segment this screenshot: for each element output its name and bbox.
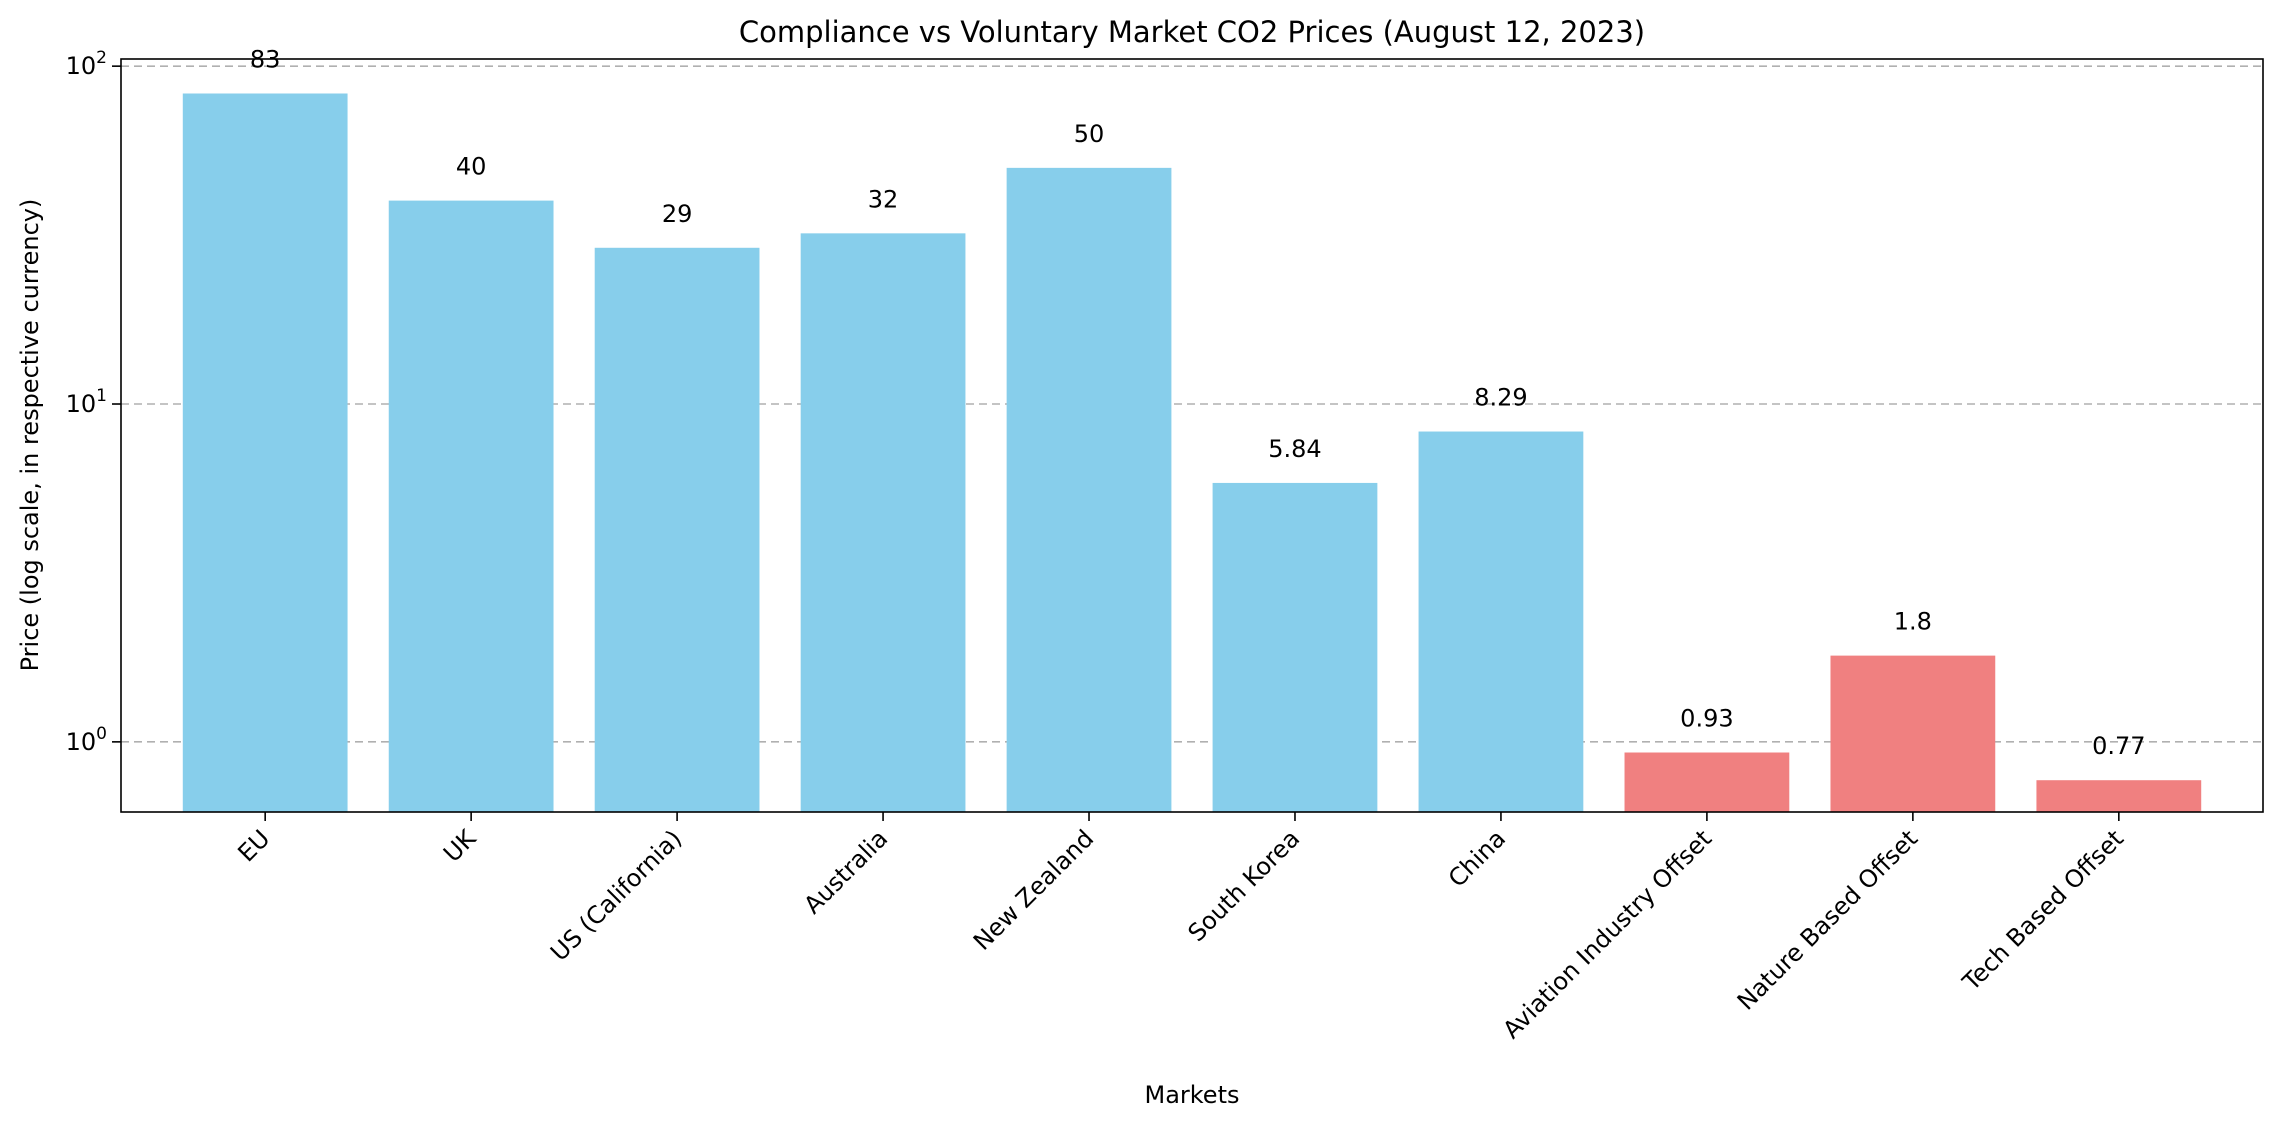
x-tick-label: Australia <box>798 824 893 919</box>
y-axis-ticks: 100 101 102 <box>66 48 121 756</box>
bar-us-california <box>594 247 760 812</box>
bar-value-label: 1.8 <box>1894 608 1932 636</box>
bar-south-korea <box>1212 482 1378 812</box>
bars <box>182 93 2202 813</box>
x-tick-label: New Zealand <box>968 824 1099 955</box>
x-tick-label: US (California) <box>545 824 687 966</box>
bar-value-label: 5.84 <box>1268 435 1321 463</box>
x-axis-ticks: EU UK US (California) Australia New Zealand S… <box>232 812 2129 1044</box>
x-tick-label: South Korea <box>1183 824 1306 947</box>
bar-value-label: 8.29 <box>1474 384 1527 412</box>
y-axis-label: Price (log scale, in respective currency… <box>16 199 44 672</box>
x-tick-label: UK <box>438 824 482 868</box>
x-tick-label: China <box>1443 824 1511 892</box>
bar-value-label: 40 <box>456 153 487 181</box>
y-tick-label: 101 <box>66 386 107 418</box>
bar-china <box>1418 431 1584 812</box>
x-tick-label: EU <box>232 824 275 867</box>
bar-value-label: 29 <box>662 200 693 228</box>
bar-tech-based-offset <box>2036 780 2202 812</box>
bar-value-label: 50 <box>1074 120 1105 148</box>
chart-title: Compliance vs Voluntary Market CO2 Price… <box>739 15 1645 49</box>
x-tick-label: Nature Based Offset <box>1732 824 1923 1015</box>
bar-value-label: 0.93 <box>1680 705 1733 733</box>
bar-aviation-industry-offset <box>1624 752 1790 812</box>
bar-australia <box>800 233 966 812</box>
x-axis-label: Markets <box>1144 1081 1239 1109</box>
x-tick-label: Aviation Industry Offset <box>1497 824 1717 1044</box>
bar-value-label: 0.77 <box>2092 732 2145 760</box>
plot-frame <box>120 58 2264 813</box>
y-tick-label: 102 <box>66 48 107 80</box>
bar-nature-based-offset <box>1830 655 1996 812</box>
x-tick-label: Tech Based Offset <box>1957 824 2129 996</box>
y-tick-label: 100 <box>66 724 107 756</box>
bar-new-zealand <box>1006 167 1172 813</box>
bar-value-label: 32 <box>868 185 899 213</box>
bar-uk <box>388 200 554 812</box>
bar-eu <box>182 93 348 813</box>
